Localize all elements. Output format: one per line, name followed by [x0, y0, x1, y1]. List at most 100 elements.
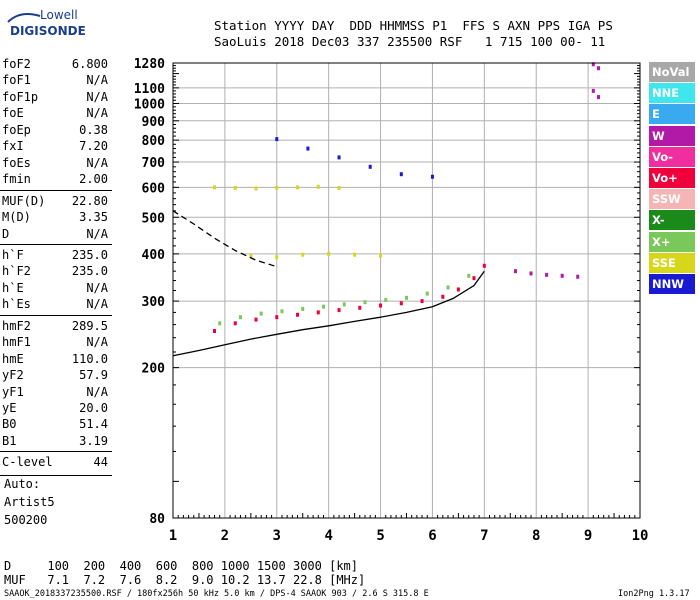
- legend-item: NoVal: [649, 62, 695, 82]
- param-name: h`F: [2, 247, 24, 262]
- data-point: [560, 273, 564, 278]
- data-point: [368, 164, 372, 169]
- param-row: yF2 57.9: [2, 368, 108, 384]
- data-point: [399, 301, 403, 306]
- param-value: N/A: [86, 384, 108, 399]
- param-row: foE N/A: [2, 106, 108, 122]
- param-name: yE: [2, 401, 17, 415]
- x-tick-label: 10: [632, 528, 649, 544]
- param-name: MUF(D): [2, 193, 46, 208]
- x-tick-label: 1: [169, 528, 177, 544]
- x-tick-label: 8: [532, 528, 540, 544]
- param-value: 44: [93, 455, 108, 470]
- data-point: [316, 184, 320, 189]
- plot-frame: [172, 62, 641, 519]
- model-curve: [172, 210, 277, 268]
- data-point: [513, 269, 517, 274]
- grid-lines: [173, 63, 640, 518]
- param-value: N/A: [86, 297, 108, 312]
- y-tick-label: 1100: [134, 82, 165, 97]
- param-value: 3.19: [79, 433, 108, 448]
- x-tick-label: 3: [273, 528, 281, 544]
- param-row: hmF1 N/A: [2, 335, 108, 351]
- x-tick-label: 7: [480, 528, 488, 544]
- param-name: M(D): [2, 210, 31, 225]
- legend-item: W: [649, 125, 695, 146]
- param-value: 3.35: [79, 210, 108, 225]
- data-point: [405, 295, 408, 300]
- model-curves: [172, 210, 485, 357]
- param-name: fmin: [2, 172, 31, 187]
- param-row: hmF2 289.5: [2, 319, 108, 335]
- param-row: foEp 0.38: [2, 123, 108, 139]
- legend-item: NNW: [649, 274, 695, 294]
- data-point: [596, 66, 600, 71]
- data-point: [576, 274, 580, 279]
- param-value: 20.0: [79, 401, 108, 415]
- autoscaling-artist: Artist5: [4, 495, 55, 509]
- param-row: hmE 110.0: [2, 352, 108, 368]
- param-name: yF2: [2, 368, 24, 383]
- legend-item: SSW: [649, 189, 695, 210]
- data-point: [218, 321, 222, 326]
- data-point: [301, 252, 305, 257]
- legend-item: Vo-: [649, 146, 695, 167]
- autoscaling-code: 500200: [4, 513, 48, 527]
- param-row: B1 3.19: [2, 434, 108, 450]
- param-row: yE 20.0: [2, 401, 108, 417]
- param-value: N/A: [86, 89, 108, 104]
- data-point: [425, 291, 429, 296]
- param-row: D N/A: [2, 227, 108, 243]
- data-point: [363, 300, 367, 305]
- param-value: 289.5: [71, 318, 108, 333]
- param-name: hmF1: [2, 335, 31, 350]
- param-value: 2.00: [79, 172, 108, 187]
- logo-swoosh-icon: [7, 13, 41, 23]
- data-point: [337, 155, 341, 160]
- data-point: [379, 303, 383, 308]
- data-point: [327, 251, 331, 256]
- param-row: foF2 6.800: [2, 57, 108, 73]
- data-point: [213, 185, 217, 190]
- data-point: [529, 271, 533, 276]
- data-point: [254, 186, 258, 191]
- data-point: [456, 287, 460, 292]
- y-tick-label: 800: [142, 134, 166, 149]
- param-value: 57.9: [79, 368, 108, 383]
- digisonde-logo: Lowell DIGISONDE: [6, 8, 86, 44]
- param-row: yF1 N/A: [2, 385, 108, 401]
- param-name: h`Es: [2, 297, 31, 312]
- data-point: [596, 95, 600, 100]
- footer-version: Ion2Png 1.3.17: [618, 589, 690, 599]
- legend-item: NNE: [649, 83, 695, 104]
- param-value: 235.0: [71, 247, 108, 262]
- param-name: foEs: [2, 155, 31, 170]
- param-row: fxI 7.20: [2, 139, 108, 155]
- logo-text-bottom: DIGISONDE: [10, 24, 86, 38]
- param-row: foF1 N/A: [2, 73, 108, 89]
- data-point: [420, 299, 424, 304]
- param-value: 0.38: [79, 122, 108, 137]
- param-name: B1: [2, 433, 17, 448]
- param-name: B0: [2, 417, 17, 432]
- y-tick-label: 700: [142, 156, 166, 171]
- data-point: [353, 252, 357, 257]
- data-point: [591, 62, 595, 67]
- param-separator: [0, 189, 112, 191]
- param-separator: [0, 474, 112, 476]
- y-tick-label: 600: [142, 181, 166, 196]
- x-tick-label: 9: [584, 528, 592, 544]
- param-name: foE: [2, 106, 24, 121]
- y-tick-label: 1280: [134, 57, 165, 72]
- data-point: [275, 315, 279, 320]
- y-tick-label: 500: [142, 211, 166, 226]
- param-value: N/A: [86, 335, 108, 350]
- param-name: foF2: [2, 57, 31, 71]
- data-point: [321, 304, 325, 309]
- legend-item: X-: [649, 210, 695, 231]
- data-point: [280, 309, 284, 314]
- data-point: [301, 306, 305, 311]
- param-row: foF1p N/A: [2, 90, 108, 106]
- param-name: C-level: [2, 455, 53, 470]
- param-name: foEp: [2, 122, 31, 137]
